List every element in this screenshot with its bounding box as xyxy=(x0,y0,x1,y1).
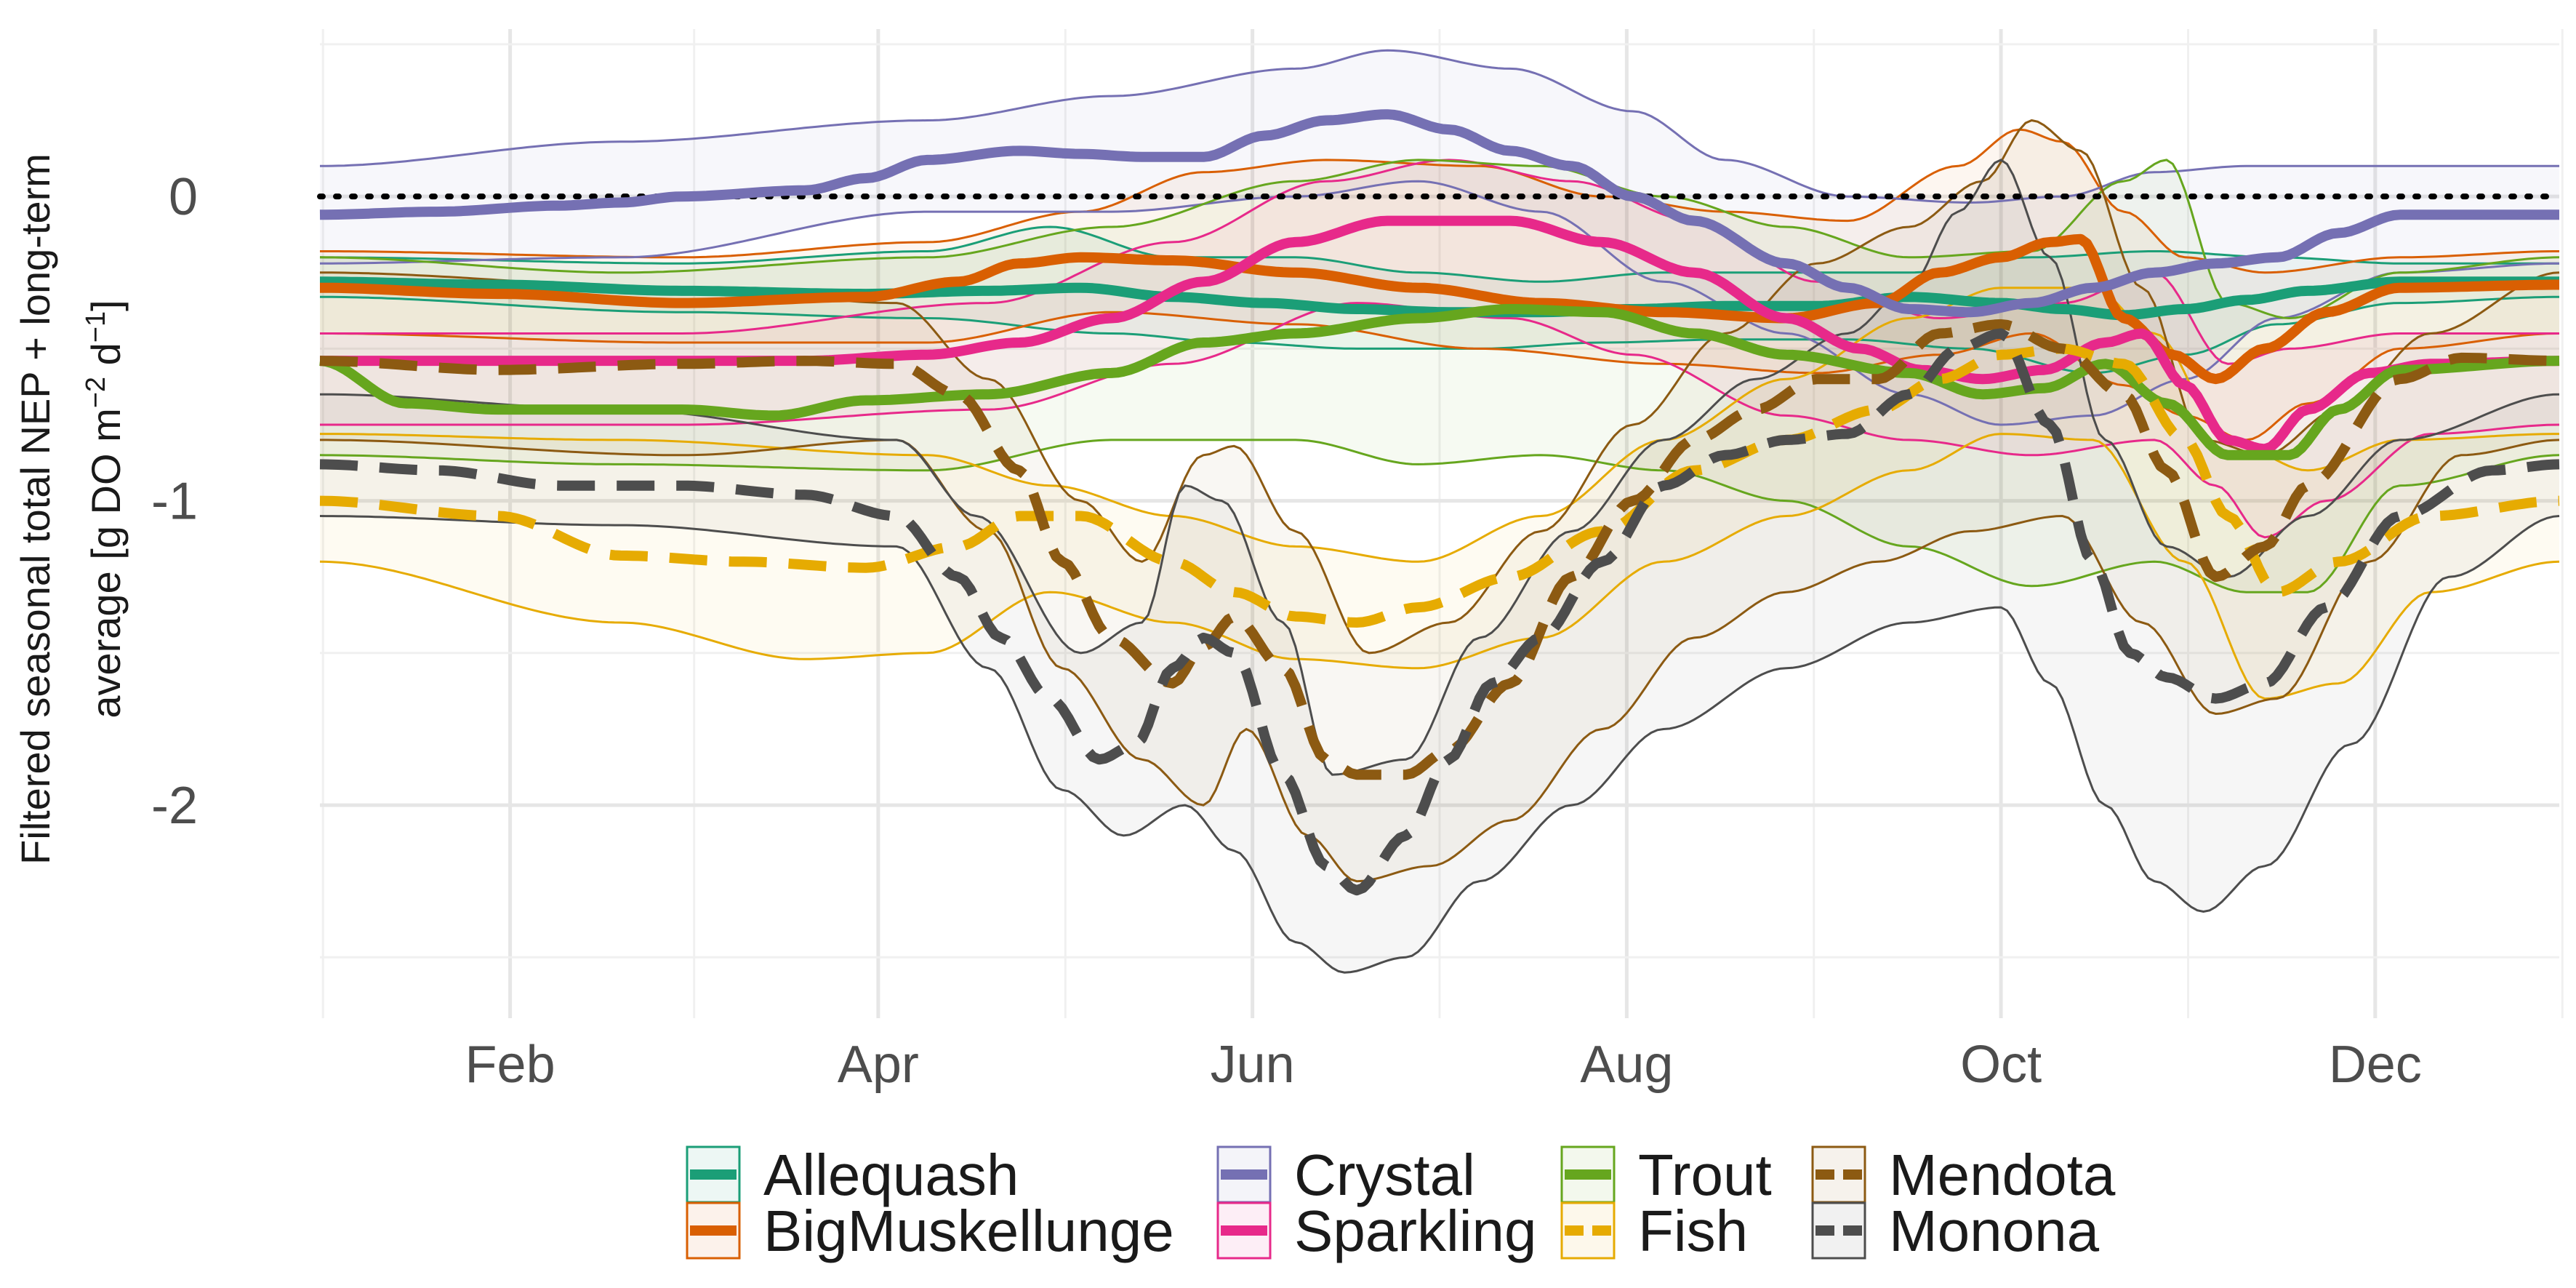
y-tick-label-1: -1 xyxy=(151,473,198,531)
y-tick-label-2: -2 xyxy=(151,777,198,835)
legend-label-sparkling: Sparkling xyxy=(1294,1199,1537,1263)
y-axis-title-mid: d xyxy=(83,343,129,377)
upper-bound-bigmuskellunge xyxy=(320,128,2559,274)
x-tick-label-jun: Jun xyxy=(1211,1036,1295,1094)
legend-item-allequash: Allequash xyxy=(686,1143,1019,1207)
legend-label-allequash: Allequash xyxy=(763,1143,1019,1207)
upper-bound-allequash xyxy=(319,225,2559,283)
y-axis-title-line-1: Filtered seasonal total NEP + long-term xyxy=(12,153,58,865)
legend-label-fish: Fish xyxy=(1638,1199,1748,1263)
y-axis-title-line-2: average [g DO m xyxy=(83,408,129,718)
legend-label-bigmuskellunge: BigMuskellunge xyxy=(763,1199,1174,1263)
mean-line-trout xyxy=(319,304,2560,460)
legend-item-sparkling: Sparkling xyxy=(1216,1199,1537,1263)
band-trout xyxy=(320,159,2559,593)
x-tick-label-oct: Oct xyxy=(1960,1036,2042,1094)
y-axis-title: Filtered seasonal total NEP + long-term xyxy=(12,153,58,865)
mean-line-fish xyxy=(319,343,2560,628)
upper-bound-crystal xyxy=(320,49,2559,204)
legend-label-crystal: Crystal xyxy=(1294,1143,1475,1207)
upper-bound-fish xyxy=(320,287,2559,563)
lower-bound-crystal xyxy=(320,180,2560,426)
band-monona xyxy=(320,159,2559,973)
mean-line-mendota xyxy=(319,319,2559,780)
y-axis-title-units: average [g DO m−2 d−1] xyxy=(81,300,129,718)
y-axis-title-sup-1: −2 xyxy=(81,377,111,408)
legend-item-fish: Fish xyxy=(1560,1199,1748,1263)
legend-label-trout: Trout xyxy=(1638,1143,1772,1207)
lower-bound-trout xyxy=(319,439,2560,593)
legend-item-bigmuskellunge: BigMuskellunge xyxy=(686,1199,1174,1263)
y-axis-title-sup-2: −1 xyxy=(81,311,111,343)
legend-label-monona: Monona xyxy=(1889,1199,2100,1263)
legend-item-crystal: Crystal xyxy=(1216,1143,1475,1207)
x-tick-label-feb: Feb xyxy=(465,1036,555,1094)
x-tick-label-aug: Aug xyxy=(1580,1036,1673,1094)
series-mean-lines xyxy=(319,109,2560,896)
mean-line-crystal xyxy=(319,109,2559,318)
y-axis-title-suffix: ] xyxy=(83,300,129,311)
band-sparkling xyxy=(320,159,2559,537)
legend-item-monona: Monona xyxy=(1811,1199,2100,1263)
lower-bound-fish xyxy=(319,433,2560,700)
legend-label-mendota: Mendota xyxy=(1889,1143,2116,1207)
y-tick-label-0: 0 xyxy=(169,168,198,226)
upper-bound-trout xyxy=(319,159,2560,320)
x-tick-label-apr: Apr xyxy=(838,1036,919,1094)
mean-line-bigmuskellunge xyxy=(320,233,2559,385)
legend-item-trout: Trout xyxy=(1560,1143,1772,1207)
x-tick-label-dec: Dec xyxy=(2329,1036,2422,1094)
legend-item-mendota: Mendota xyxy=(1811,1143,2116,1207)
lower-bound-monona xyxy=(319,515,2560,974)
mean-line-monona xyxy=(319,328,2560,896)
axis-tick-labels: Feb Apr Jun Aug Oct Dec 0 -1 -2 xyxy=(151,168,2422,1094)
